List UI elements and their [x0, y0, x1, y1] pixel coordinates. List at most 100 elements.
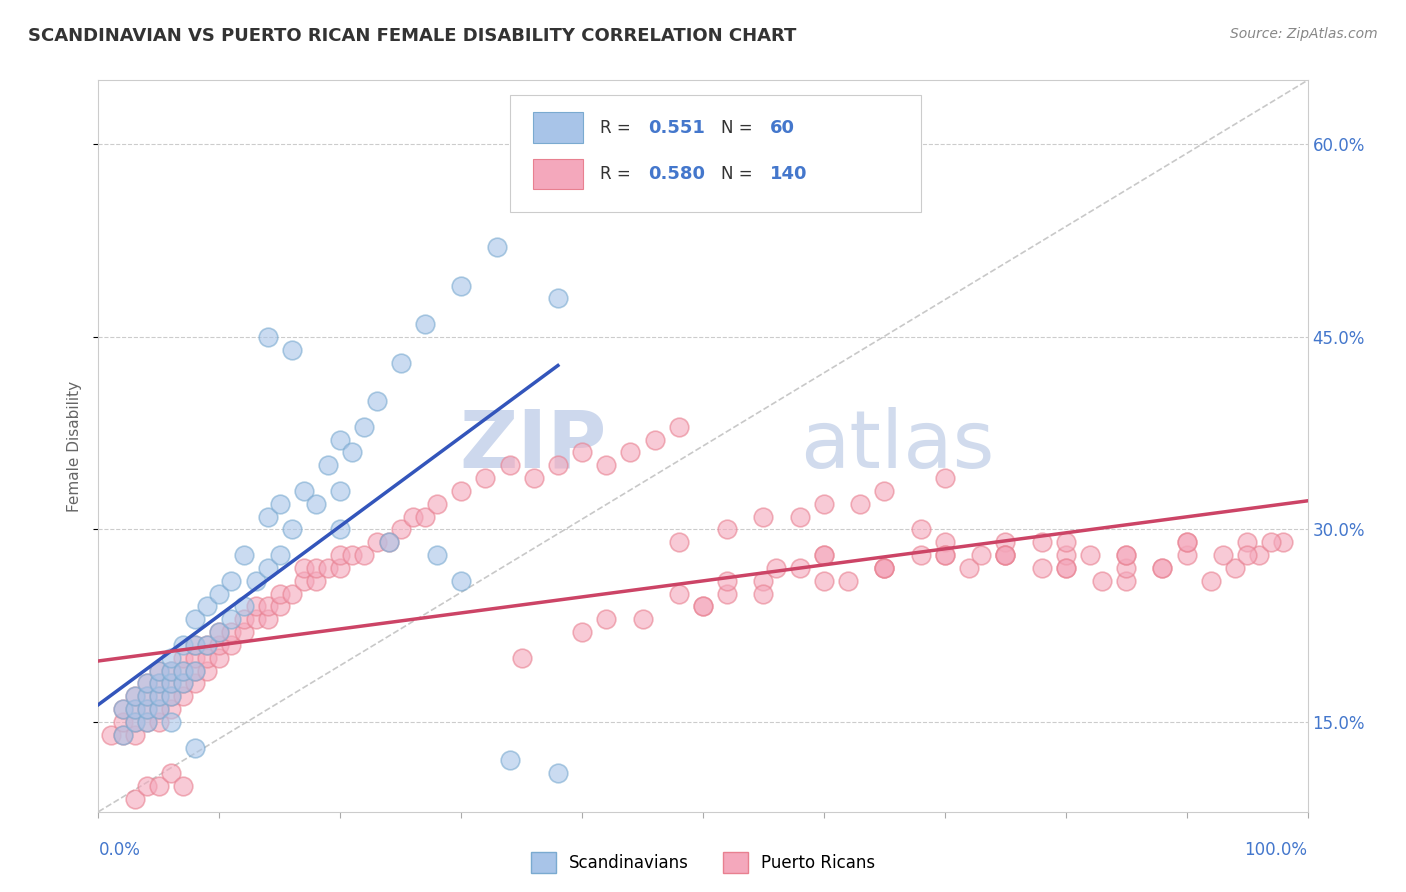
Point: [148, 676, 170, 690]
Point: [184, 664, 207, 678]
Point: [510, 650, 533, 665]
Point: [752, 509, 775, 524]
Text: ZIP: ZIP: [458, 407, 606, 485]
Point: [366, 535, 388, 549]
Point: [245, 599, 267, 614]
Point: [184, 676, 207, 690]
Point: [232, 612, 254, 626]
Point: [148, 702, 170, 716]
Point: [813, 497, 835, 511]
Point: [148, 690, 170, 704]
Point: [849, 497, 872, 511]
Point: [135, 676, 157, 690]
Point: [172, 676, 194, 690]
Point: [329, 523, 352, 537]
Point: [184, 638, 207, 652]
Point: [111, 714, 134, 729]
Point: [1152, 561, 1174, 575]
Point: [281, 343, 304, 357]
Text: 60: 60: [769, 119, 794, 136]
Point: [135, 676, 157, 690]
Point: [994, 535, 1017, 549]
Point: [269, 497, 291, 511]
Point: [329, 483, 352, 498]
Point: [813, 548, 835, 562]
Point: [1223, 561, 1246, 575]
Point: [124, 728, 146, 742]
Point: [160, 690, 183, 704]
Point: [486, 240, 509, 254]
Point: [208, 650, 231, 665]
Point: [910, 548, 932, 562]
Point: [245, 612, 267, 626]
Point: [195, 599, 218, 614]
Point: [172, 664, 194, 678]
Point: [450, 278, 472, 293]
Y-axis label: Female Disability: Female Disability: [67, 380, 83, 512]
Point: [221, 574, 243, 588]
Point: [269, 548, 291, 562]
Point: [1212, 548, 1234, 562]
Point: [1115, 561, 1137, 575]
Legend: Scandinavians, Puerto Ricans: Scandinavians, Puerto Ricans: [524, 846, 882, 880]
Point: [547, 458, 569, 473]
Point: [450, 574, 472, 588]
Point: [172, 676, 194, 690]
Point: [1031, 535, 1053, 549]
Point: [160, 690, 183, 704]
Point: [256, 330, 278, 344]
Point: [873, 561, 896, 575]
Point: [752, 586, 775, 600]
Point: [377, 535, 399, 549]
Point: [100, 728, 122, 742]
Point: [813, 574, 835, 588]
Point: [353, 419, 375, 434]
Point: [208, 625, 231, 640]
Point: [316, 561, 339, 575]
Point: [160, 676, 183, 690]
Point: [934, 535, 956, 549]
Point: [329, 548, 352, 562]
Point: [148, 664, 170, 678]
FancyBboxPatch shape: [533, 159, 583, 189]
Point: [305, 497, 328, 511]
Point: [329, 433, 352, 447]
Point: [353, 548, 375, 562]
Text: 100.0%: 100.0%: [1244, 841, 1308, 859]
Point: [148, 690, 170, 704]
Point: [1236, 548, 1258, 562]
Point: [547, 292, 569, 306]
Point: [329, 561, 352, 575]
Point: [292, 483, 315, 498]
Point: [160, 676, 183, 690]
Point: [135, 779, 157, 793]
Point: [389, 355, 412, 369]
Point: [124, 702, 146, 716]
Point: [547, 766, 569, 780]
Point: [208, 625, 231, 640]
Text: SCANDINAVIAN VS PUERTO RICAN FEMALE DISABILITY CORRELATION CHART: SCANDINAVIAN VS PUERTO RICAN FEMALE DISA…: [28, 27, 796, 45]
Point: [148, 779, 170, 793]
Point: [789, 509, 811, 524]
Point: [1249, 548, 1271, 562]
Point: [692, 599, 714, 614]
Text: N =: N =: [721, 119, 758, 136]
Point: [184, 740, 207, 755]
Point: [208, 638, 231, 652]
Point: [172, 650, 194, 665]
Point: [184, 650, 207, 665]
Point: [1054, 548, 1077, 562]
Point: [160, 714, 183, 729]
Point: [765, 561, 787, 575]
Point: [172, 779, 194, 793]
Point: [595, 612, 617, 626]
Point: [389, 523, 412, 537]
Point: [292, 561, 315, 575]
Point: [1260, 535, 1282, 549]
Point: [1175, 548, 1198, 562]
Point: [716, 586, 738, 600]
Point: [111, 702, 134, 716]
Point: [789, 561, 811, 575]
Point: [716, 523, 738, 537]
Point: [172, 690, 194, 704]
